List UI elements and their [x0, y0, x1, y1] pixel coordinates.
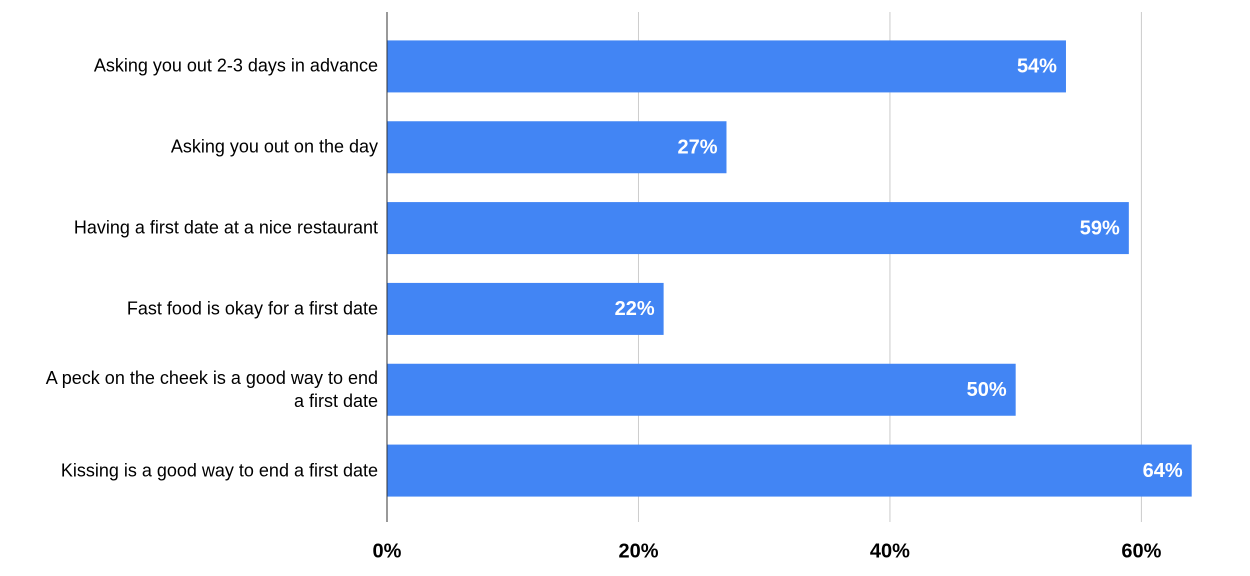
y-tick-label: Fast food is okay for a first date	[126, 298, 378, 319]
x-tick-label: 60%	[1121, 540, 1161, 562]
bar	[387, 202, 1129, 255]
value-label: 27%	[677, 137, 717, 159]
x-tick-label: 0%	[373, 540, 402, 562]
y-tick-label: A peck on the cheek is a good way to end…	[45, 367, 378, 411]
value-label: 64%	[1143, 460, 1183, 482]
value-label: 59%	[1080, 217, 1120, 239]
y-tick-label: Kissing is a good way to end a first dat…	[60, 460, 378, 481]
value-label: 50%	[967, 379, 1007, 401]
y-tick-label: Having a first date at a nice restaurant	[73, 217, 378, 238]
value-label: 54%	[1017, 56, 1057, 78]
x-tick-label: 40%	[870, 540, 910, 562]
bar	[387, 444, 1192, 497]
bar	[387, 40, 1066, 93]
x-tick-label: 20%	[618, 540, 658, 562]
y-tick-label: Asking you out on the day	[170, 136, 378, 157]
bar	[387, 363, 1016, 416]
bar	[387, 121, 727, 174]
y-tick-label: Asking you out 2-3 days in advance	[93, 55, 378, 76]
bar	[387, 282, 664, 335]
value-label: 22%	[615, 298, 655, 320]
